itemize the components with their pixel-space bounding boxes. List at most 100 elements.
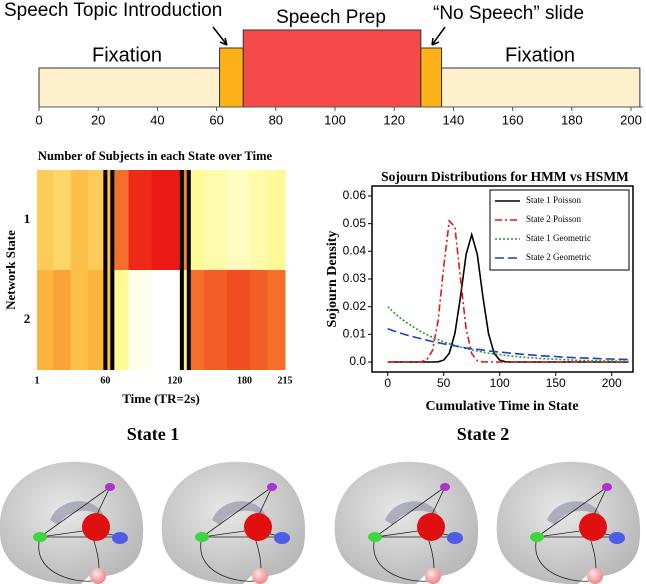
heat-cell — [105, 170, 113, 270]
segment-label: “No Speech” slide — [433, 3, 584, 24]
x-tick-label: 120 — [167, 375, 182, 386]
x-tick-label: 0 — [35, 112, 42, 127]
brain-inner — [50, 501, 105, 525]
roi-green — [33, 532, 47, 542]
legend-label: State 1 Geometric — [526, 233, 591, 243]
y-tick-label: 2 — [24, 311, 31, 326]
panel-label: State 2 — [457, 424, 510, 444]
heat-cell — [188, 270, 205, 370]
x-tick-label: 215 — [278, 375, 293, 386]
heat-cell — [105, 270, 113, 370]
y-axis-label: Network State — [3, 230, 18, 310]
legend-label: State 1 Poisson — [526, 195, 582, 205]
x-tick-label: 150 — [546, 376, 566, 390]
segment — [219, 47, 244, 108]
heat-cell — [267, 170, 286, 270]
roi-green — [195, 532, 209, 542]
roi-red — [244, 513, 272, 541]
heat-cell — [53, 270, 72, 370]
roi-red — [579, 513, 607, 541]
heat-cell — [112, 270, 130, 370]
roi-pink — [90, 568, 106, 584]
x-tick-label: 60 — [209, 112, 223, 127]
heat-cell — [181, 270, 190, 370]
y-tick-label: 0.06 — [343, 188, 367, 202]
heat-cell — [169, 270, 183, 370]
x-tick-label: 180 — [561, 112, 583, 127]
x-tick-label: 100 — [324, 112, 346, 127]
x-tick-label: 0 — [384, 376, 391, 390]
heat-cell — [87, 270, 106, 370]
brain — [0, 461, 144, 584]
chart-title: Number of Subjects in each State over Ti… — [38, 149, 273, 163]
brain-inner — [385, 501, 440, 525]
y-tick-label: 1 — [24, 211, 31, 226]
arrow — [212, 26, 228, 46]
segment-label: Fixation — [505, 44, 575, 66]
brain-image — [334, 461, 479, 584]
heat-cell — [227, 270, 251, 370]
series-line — [387, 219, 629, 363]
panel-label: State 1 — [127, 424, 180, 444]
heat-cell — [151, 270, 170, 370]
roi-blue — [447, 532, 463, 544]
heat-cell — [128, 270, 153, 370]
heat-cell — [169, 170, 183, 270]
x-tick-label: 140 — [443, 112, 465, 127]
x-tick-label: 100 — [490, 376, 510, 390]
segment-label: Speech Prep — [276, 7, 386, 28]
heat-cell — [181, 170, 190, 270]
heat-cell — [87, 170, 106, 270]
heat-cell — [70, 270, 89, 370]
roi-pink — [587, 568, 603, 584]
heat-cell — [37, 270, 54, 370]
brain-image — [161, 461, 306, 584]
x-tick-label: 1 — [35, 375, 40, 386]
heat-cell — [37, 170, 54, 270]
heat-cell — [267, 270, 286, 370]
brain — [334, 461, 479, 584]
x-axis-label: Cumulative Time in State — [425, 399, 578, 414]
y-tick-label: 0.01 — [343, 327, 367, 341]
series-line — [387, 306, 629, 362]
brain-inner — [212, 501, 267, 525]
roi-blue — [112, 532, 128, 544]
heat-cell — [203, 270, 228, 370]
y-tick-label: 0.02 — [343, 299, 367, 313]
heat-cell — [53, 170, 72, 270]
segment — [420, 47, 443, 108]
x-axis-label: Time (TR=2s) — [122, 391, 200, 406]
roi-purple — [105, 483, 115, 491]
heat-cell — [250, 270, 269, 370]
y-tick-label: 0.03 — [343, 271, 367, 285]
roi-green — [530, 532, 544, 542]
brain-inner — [547, 501, 602, 525]
y-tick-label: 0.0 — [349, 354, 366, 368]
legend-box — [489, 189, 630, 271]
x-tick-label: 180 — [237, 375, 252, 386]
x-tick-label: 160 — [502, 112, 524, 127]
roi-purple — [602, 483, 612, 491]
series-line — [387, 328, 629, 361]
x-tick-label: 60 — [100, 375, 110, 386]
heat-cell — [203, 170, 228, 270]
x-tick-label: 40 — [150, 112, 164, 127]
x-tick-label: 200 — [620, 112, 642, 127]
heat-cell — [188, 170, 205, 270]
brain — [161, 461, 306, 584]
heat-cell — [151, 170, 170, 270]
roi-purple — [267, 483, 277, 491]
brain-image — [0, 461, 144, 584]
x-tick-label: 80 — [269, 112, 283, 127]
roi-pink — [252, 568, 268, 584]
y-tick-label: 0.04 — [343, 243, 367, 257]
roi-purple — [440, 483, 450, 491]
chart-title: Sojourn Distributions for HMM vs HSMM — [381, 169, 629, 184]
legend-label: State 2 Geometric — [526, 252, 591, 262]
heat-cell — [70, 170, 89, 270]
arrow — [431, 26, 446, 46]
roi-green — [368, 532, 382, 542]
roi-blue — [609, 532, 625, 544]
segment — [242, 29, 422, 108]
